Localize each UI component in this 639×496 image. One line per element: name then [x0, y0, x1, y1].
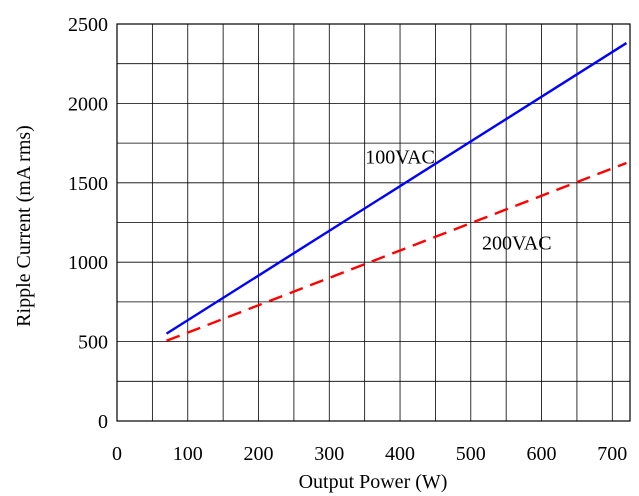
- series-label-100vac: 100VAC: [365, 147, 435, 169]
- y-tick-label: 1000: [68, 252, 108, 274]
- x-tick-label: 300: [314, 443, 344, 465]
- x-tick-label: 200: [244, 443, 274, 465]
- x-tick-label: 0: [112, 443, 122, 465]
- series-line-100vac: [165, 42, 628, 335]
- annotations: 100VAC 200VAC: [365, 147, 551, 255]
- series-line-200vac: [166, 161, 627, 342]
- y-tick-label: 0: [98, 411, 108, 433]
- x-axis-label: Output Power (W): [299, 471, 448, 493]
- series-lines: [165, 42, 628, 342]
- y-tick-label: 1500: [68, 173, 108, 195]
- plot-border: [116, 23, 631, 422]
- y-tick-label: 2500: [68, 14, 108, 36]
- x-tick-label: 500: [456, 443, 486, 465]
- x-tick-label: 600: [527, 443, 557, 465]
- y-tick-label: 2000: [68, 93, 108, 115]
- x-tick-label: 700: [597, 443, 627, 465]
- tick-labels: 0 100 200 300 400 500 600 700 0 500 1000 1500 2000 25…: [68, 14, 627, 465]
- series-label-200vac: 200VAC: [482, 232, 552, 254]
- grid: [117, 24, 630, 421]
- x-tick-label: 400: [385, 443, 415, 465]
- x-tick-label: 100: [173, 443, 203, 465]
- y-axis-label: Ripple Current (mA rms): [13, 125, 35, 327]
- y-tick-label: 500: [78, 332, 108, 354]
- plot-frame: [116, 23, 631, 422]
